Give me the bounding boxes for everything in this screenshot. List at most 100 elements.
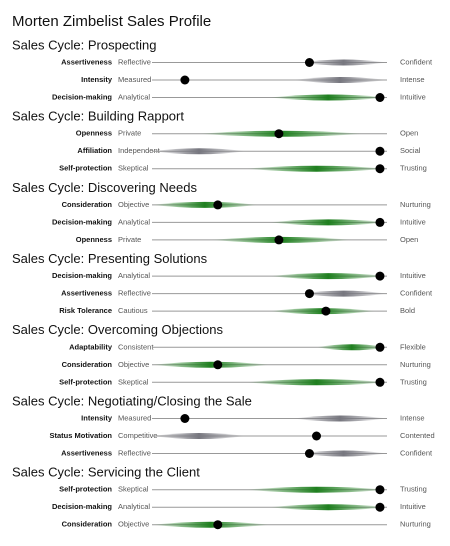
- left-pole: Skeptical: [118, 485, 149, 494]
- right-pole: Intense: [400, 75, 425, 84]
- left-pole: Independent: [118, 146, 161, 155]
- right-pole: Trusting: [400, 164, 427, 173]
- left-pole: Measured: [118, 413, 151, 422]
- left-pole: Analytical: [118, 502, 150, 511]
- band: [246, 165, 387, 172]
- band: [246, 486, 387, 493]
- left-pole: Objective: [118, 360, 149, 369]
- band: [269, 273, 387, 280]
- section-title: Sales Cycle: Servicing the Client: [12, 465, 200, 480]
- slider-dot: [375, 377, 385, 387]
- trait-label: Status Motivation: [49, 431, 112, 440]
- left-pole: Skeptical: [118, 164, 149, 173]
- slider-dot: [321, 306, 331, 316]
- trait-label: Assertiveness: [61, 289, 112, 298]
- left-pole: Reflective: [118, 448, 151, 457]
- section-title: Sales Cycle: Negotiating/Closing the Sal…: [12, 393, 252, 408]
- right-pole: Intuitive: [400, 271, 426, 280]
- slider-dot: [304, 289, 314, 299]
- band: [246, 379, 387, 386]
- left-pole: Skeptical: [118, 377, 149, 386]
- slider-dot: [312, 431, 321, 441]
- trait-label: Consideration: [62, 360, 113, 369]
- trait-label: Decision-making: [52, 502, 112, 511]
- left-pole: Competitive: [118, 431, 158, 440]
- left-pole: Analytical: [118, 92, 150, 101]
- trait-label: Openness: [76, 129, 112, 138]
- trait-label: Decision-making: [52, 271, 112, 280]
- right-pole: Intuitive: [400, 502, 426, 511]
- slider-dot: [375, 271, 385, 281]
- slider-dot: [180, 75, 190, 85]
- band: [152, 201, 258, 208]
- trait-label: Self-protection: [59, 164, 112, 173]
- trait-label: Assertiveness: [61, 448, 112, 457]
- trait-label: Decision-making: [52, 217, 112, 226]
- left-pole: Objective: [118, 200, 149, 209]
- slider-dot: [375, 502, 385, 512]
- right-pole: Trusting: [400, 485, 427, 494]
- right-pole: Confident: [400, 448, 433, 457]
- slider-dot: [375, 93, 385, 102]
- left-pole: Cautious: [118, 306, 148, 315]
- band: [269, 504, 387, 511]
- slider-dot: [375, 217, 385, 227]
- right-pole: Open: [400, 235, 418, 244]
- band: [152, 521, 270, 528]
- trait-label: Adaptability: [69, 342, 113, 351]
- section-title: Sales Cycle: Discovering Needs: [12, 180, 197, 195]
- slider-dot: [375, 342, 385, 352]
- slider-dot: [213, 360, 223, 370]
- right-pole: Nurturing: [400, 360, 431, 369]
- trait-label: Risk Tolerance: [59, 306, 112, 315]
- trait-label: Consideration: [62, 520, 113, 529]
- trait-label: Intensity: [81, 413, 113, 422]
- slider-dot: [180, 414, 190, 423]
- band: [152, 361, 270, 368]
- trait-label: Consideration: [62, 200, 113, 209]
- right-pole: Open: [400, 129, 418, 138]
- slider-dot: [213, 520, 223, 530]
- left-pole: Consistent: [118, 342, 154, 351]
- right-pole: Nurturing: [400, 520, 431, 529]
- slider-dot: [375, 146, 385, 156]
- band: [269, 94, 387, 101]
- right-pole: Flexible: [400, 342, 426, 351]
- band: [152, 148, 246, 155]
- left-pole: Objective: [118, 520, 149, 529]
- band: [300, 290, 387, 297]
- right-pole: Contented: [400, 431, 435, 440]
- section-title: Sales Cycle: Building Rapport: [12, 109, 184, 124]
- trait-label: Self-protection: [59, 485, 112, 494]
- trait-label: Openness: [76, 235, 112, 244]
- trait-label: Assertiveness: [61, 57, 112, 66]
- right-pole: Intense: [400, 413, 425, 422]
- right-pole: Confident: [400, 57, 433, 66]
- slider-dot: [375, 164, 385, 174]
- slider-dot: [213, 200, 223, 210]
- right-pole: Nurturing: [400, 200, 431, 209]
- section-title: Sales Cycle: Prospecting: [12, 37, 157, 52]
- right-pole: Bold: [400, 306, 415, 315]
- left-pole: Reflective: [118, 57, 151, 66]
- left-pole: Private: [118, 129, 141, 138]
- slider-dot: [304, 58, 314, 67]
- left-pole: Reflective: [118, 289, 151, 298]
- left-pole: Measured: [118, 75, 151, 84]
- right-pole: Social: [400, 146, 421, 155]
- slider-dot: [375, 485, 385, 495]
- left-pole: Analytical: [118, 271, 150, 280]
- slider-dot: [274, 129, 284, 139]
- left-pole: Private: [118, 235, 141, 244]
- band: [269, 219, 387, 226]
- right-pole: Intuitive: [400, 217, 426, 226]
- band: [293, 415, 387, 422]
- band: [152, 433, 246, 439]
- right-pole: Trusting: [400, 377, 427, 386]
- band: [316, 344, 387, 351]
- right-pole: Confident: [400, 289, 433, 298]
- trait-label: Self-protection: [59, 377, 112, 386]
- section-title: Sales Cycle: Overcoming Objections: [12, 322, 223, 337]
- trait-label: Decision-making: [52, 92, 112, 101]
